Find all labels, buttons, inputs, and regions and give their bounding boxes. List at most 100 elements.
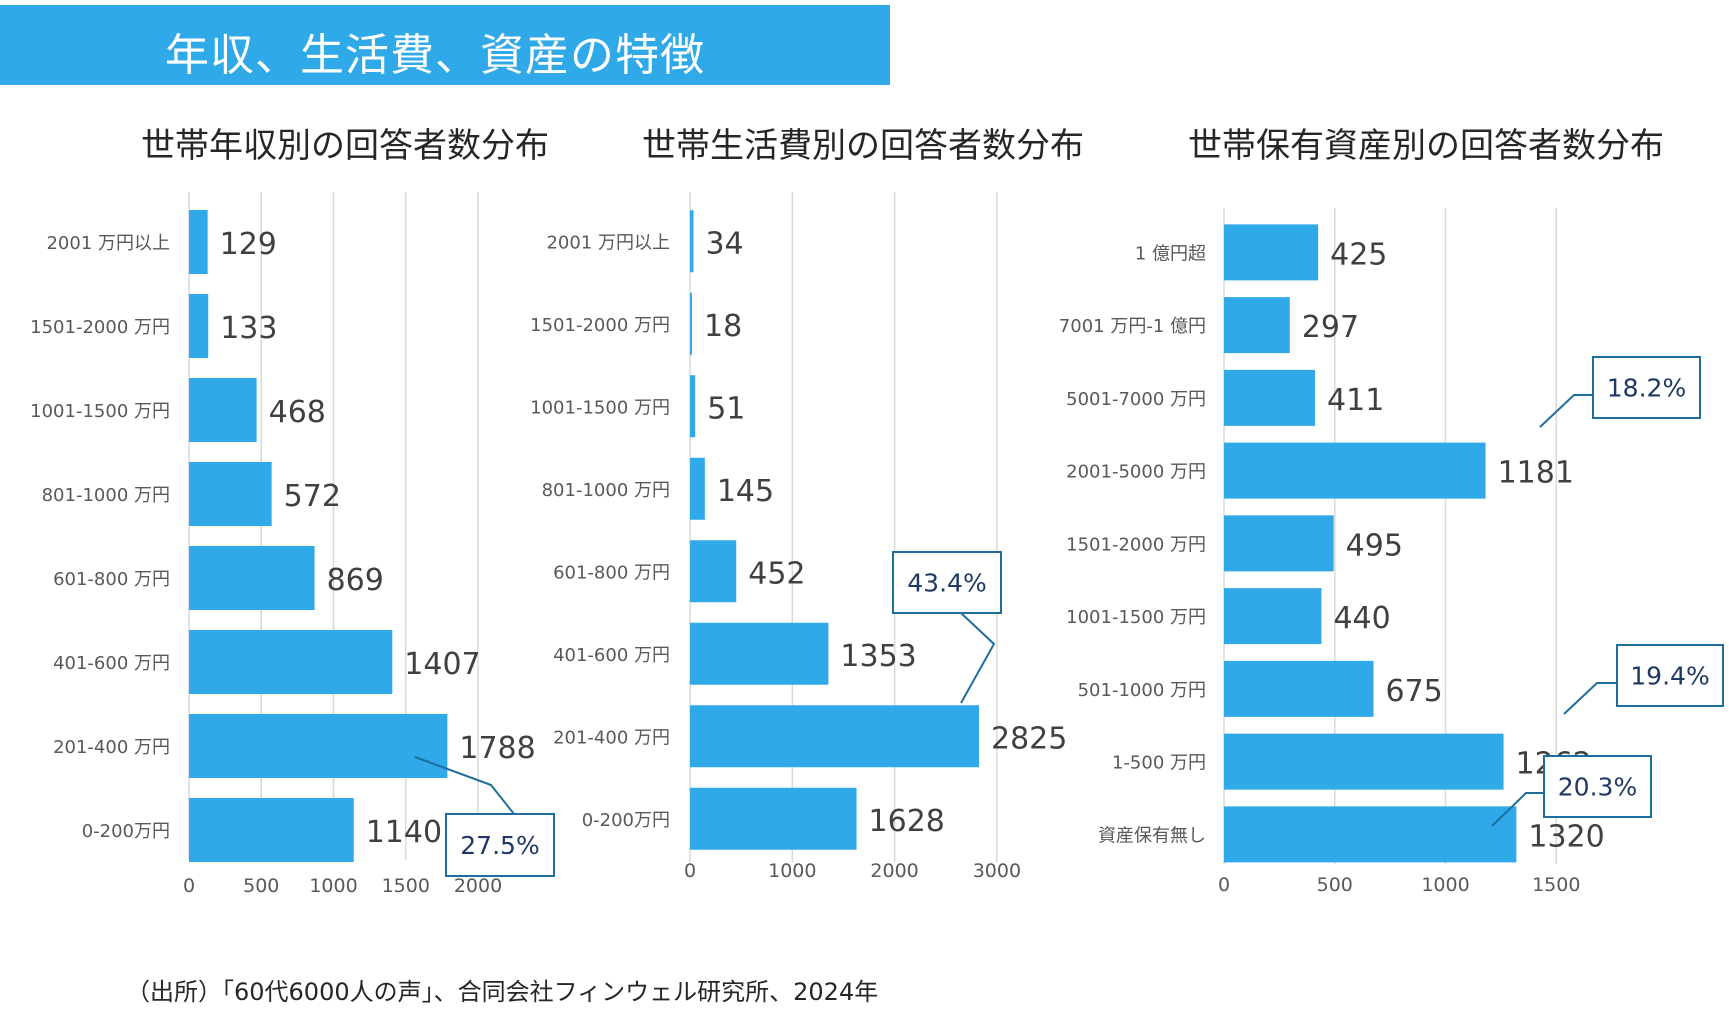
expense-category-label: 601-800 万円: [553, 562, 670, 583]
expense-x-tick-label: 0: [684, 860, 696, 882]
expense-bar: [690, 705, 979, 768]
source-note: （出所）「60代6000人の声」、合同会社フィンウェル研究所、2024年: [126, 978, 879, 1006]
expense-bar: [690, 787, 857, 850]
income-bar: [189, 294, 209, 358]
asset-x-tick-label: 1000: [1421, 874, 1469, 896]
expense-x-tick-label: 1000: [768, 860, 816, 882]
expense-value-label: 34: [705, 226, 743, 261]
income-x-tick-label: 2000: [454, 875, 502, 897]
asset-x-tick-label: 1500: [1532, 874, 1580, 896]
asset-callout-leader: [1563, 682, 1617, 715]
expense-bar: [690, 622, 829, 685]
expense-value-label: 452: [748, 556, 805, 591]
income-value-label: 1407: [404, 647, 480, 682]
asset-category-label: 資産保有無し: [1098, 825, 1206, 846]
asset-value-label: 297: [1302, 310, 1359, 345]
asset-value-label: 411: [1327, 383, 1384, 418]
asset-bar: [1224, 733, 1504, 790]
asset-value-label: 495: [1346, 528, 1403, 563]
income-bar: [189, 546, 315, 610]
income-value-label: 129: [220, 227, 277, 262]
expense-x-tick-label: 2000: [870, 860, 918, 882]
income-category-label: 1001-1500 万円: [30, 401, 170, 422]
asset-callout-text: 18.2%: [1607, 374, 1686, 403]
income-x-tick-label: 1000: [309, 875, 357, 897]
expense-callout-box: [892, 551, 1002, 614]
asset-bar: [1224, 660, 1374, 717]
expense-value-label: 1353: [840, 639, 916, 674]
expense-bar: [690, 375, 696, 438]
asset-category-label: 7001 万円-1 億円: [1059, 316, 1206, 337]
asset-bar: [1224, 369, 1316, 426]
income-category-label: 601-800 万円: [53, 569, 170, 590]
expense-bar: [690, 457, 705, 520]
asset-callout-text: 20.3%: [1558, 773, 1637, 802]
asset-value-label: 440: [1333, 601, 1390, 636]
income-category-label: 0-200万円: [82, 821, 170, 842]
income-category-label: 801-1000 万円: [42, 485, 170, 506]
income-callout-leader: [414, 756, 515, 815]
asset-callout-leader: [1539, 394, 1593, 428]
expense-category-label: 801-1000 万円: [542, 480, 670, 501]
income-x-tick-label: 500: [243, 875, 279, 897]
expense-callout-leader: [960, 612, 996, 704]
income-value-label: 468: [269, 395, 326, 430]
asset-category-label: 501-1000 万円: [1078, 680, 1206, 701]
asset-value-label: 425: [1330, 237, 1387, 272]
asset-x-tick-label: 500: [1317, 874, 1353, 896]
expense-category-label: 1501-2000 万円: [530, 315, 670, 336]
asset-bar: [1224, 297, 1290, 354]
expense-value-label: 1628: [869, 804, 945, 839]
asset-value-label: 1181: [1498, 456, 1574, 491]
expense-category-label: 2001 万円以上: [546, 232, 670, 253]
expense-category-label: 1001-1500 万円: [530, 397, 670, 418]
expense-category-label: 401-600 万円: [553, 645, 670, 666]
income-bar: [189, 630, 393, 694]
expense-value-label: 18: [704, 309, 742, 344]
income-chart-title: 世帯年収別の回答者数分布: [141, 126, 549, 166]
expense-value-label: 145: [717, 474, 774, 509]
income-bar: [189, 210, 208, 274]
expense-value-label: 51: [707, 391, 745, 426]
income-category-label: 2001 万円以上: [46, 233, 170, 254]
page-title: 年収、生活費、資産の特徴: [165, 30, 705, 81]
asset-callout-box: [1592, 356, 1701, 419]
expense-category-label: 201-400 万円: [553, 727, 670, 748]
asset-value-label: 675: [1386, 674, 1443, 709]
asset-callout-text: 19.4%: [1630, 662, 1709, 691]
income-bar: [189, 462, 272, 526]
expense-callout-text: 43.4%: [907, 569, 986, 598]
asset-chart-title: 世帯保有資産別の回答者数分布: [1188, 126, 1664, 166]
header-banner: 年収、生活費、資産の特徴: [0, 5, 890, 85]
expense-value-label: 2825: [991, 721, 1067, 756]
expense-bar: [690, 210, 694, 273]
income-callout-text: 27.5%: [460, 831, 539, 860]
income-bar: [189, 378, 257, 442]
asset-x-tick-label: 0: [1218, 874, 1230, 896]
asset-callout-box: [1543, 755, 1652, 818]
income-value-label: 1140: [366, 815, 442, 850]
expense-bar: [690, 540, 737, 603]
expense-chart-title: 世帯生活費別の回答者数分布: [642, 126, 1084, 166]
asset-category-label: 1501-2000 万円: [1066, 534, 1206, 555]
income-category-label: 401-600 万円: [53, 653, 170, 674]
income-callout-box: [445, 813, 555, 877]
asset-value-label: 1320: [1528, 819, 1604, 854]
asset-callout-leader: [1491, 792, 1544, 827]
income-category-label: 1501-2000 万円: [30, 317, 170, 338]
income-x-tick-label: 0: [183, 875, 195, 897]
asset-category-label: 1001-1500 万円: [1066, 607, 1206, 628]
expense-bar: [690, 292, 692, 355]
income-value-label: 1788: [459, 731, 535, 766]
asset-callout-box: [1616, 644, 1724, 707]
asset-bar: [1224, 442, 1486, 499]
asset-bar: [1224, 806, 1517, 863]
income-x-tick-label: 1500: [382, 875, 430, 897]
asset-bar: [1224, 515, 1334, 572]
asset-bar: [1224, 224, 1319, 281]
asset-category-label: 1-500 万円: [1112, 753, 1206, 774]
expense-x-tick-label: 3000: [973, 860, 1021, 882]
